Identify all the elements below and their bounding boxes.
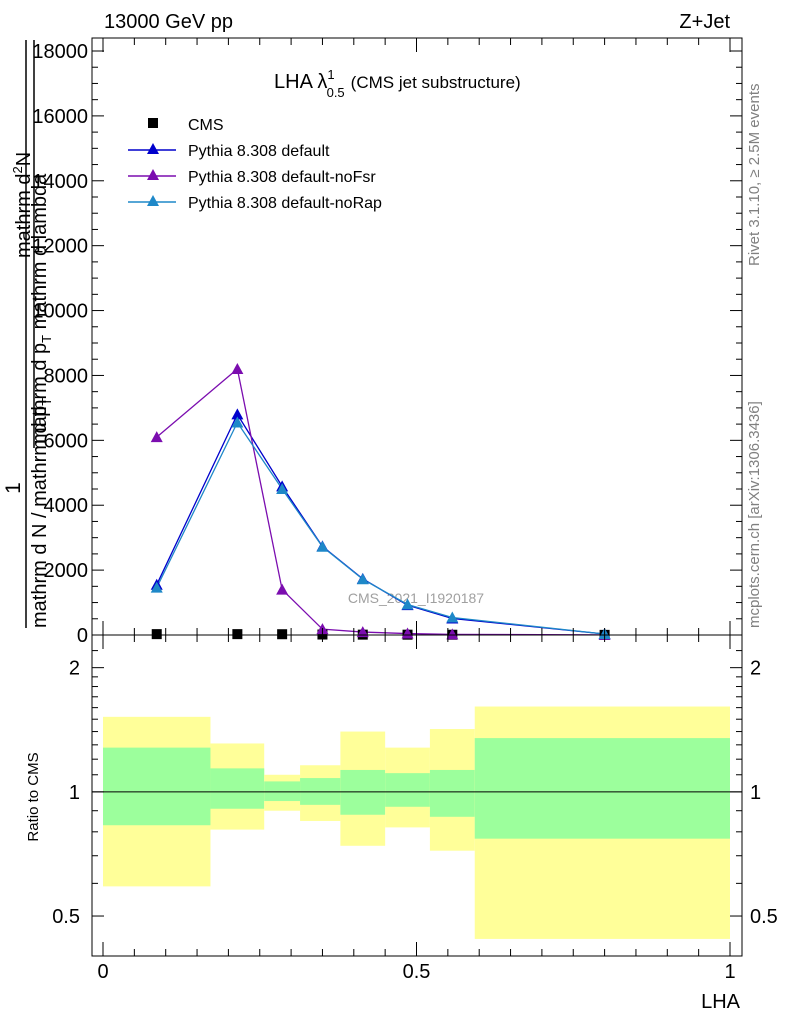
series-3-point-6 (446, 611, 459, 623)
legend-entry-norap: Pythia 8.308 default-noRap (128, 195, 382, 212)
main-ytick-label-6: 12000 (32, 236, 88, 258)
ratio-stat-band-0 (103, 747, 211, 826)
ratio-stat-band-5 (385, 773, 430, 807)
x-tick-label-0: 0 (97, 961, 108, 983)
series-2-point-0 (150, 431, 163, 443)
ratio-ytick-label-right-2: 2 (750, 658, 761, 680)
x-axis-label: LHA (701, 991, 741, 1013)
ylabel-denominator: mathrm d pT mathrm d lambda (29, 173, 54, 444)
x-tick-label-2: 1 (724, 961, 735, 983)
series-line-3 (156, 421, 605, 635)
ratio-stat-band-1 (210, 768, 265, 809)
legend-label-nofsr: Pythia 8.308 default-noFsr (188, 169, 376, 186)
legend-marker-square (148, 118, 158, 128)
legend-label-norap: Pythia 8.308 default-noRap (188, 195, 382, 212)
main-ytick-label-1: 2000 (44, 560, 89, 582)
main-ytick-label-7: 14000 (32, 171, 88, 193)
ratio-ylabel: Ratio to CMS (25, 752, 42, 841)
main-ytick-label-0: 0 (77, 625, 88, 647)
series-3-point-4 (356, 573, 369, 585)
main-ytick-label-3: 6000 (44, 430, 89, 452)
ratio-ytick-label-2: 2 (69, 658, 80, 680)
ratio-stat-band-2 (264, 781, 301, 802)
axes-layer: 0 2000 4000 6000 8000 10000 12000 14000 16000 180… (32, 37, 778, 983)
cms-point-1 (232, 629, 243, 640)
series-3-point-3 (316, 540, 329, 552)
rivet-label: Rivet 3.1.10, ≥ 2.5M events (746, 84, 763, 267)
analysis-watermark: CMS_2021_I1920187 (348, 590, 484, 606)
series-3-point-0 (150, 581, 163, 593)
series-1-point-1 (231, 408, 244, 420)
cms-point-0 (151, 629, 162, 640)
main-ytick-label-5: 10000 (32, 301, 88, 323)
cms-point-2 (277, 629, 288, 640)
ratio-ytick-label-0: 0.5 (52, 906, 80, 928)
ratio-stat-band-6 (429, 769, 475, 817)
ratio-stat-band-7 (474, 738, 730, 839)
series-line-2 (156, 367, 605, 636)
ratio-ytick-label-right-1: 1 (750, 782, 761, 804)
main-ytick-label-4: 8000 (44, 365, 89, 387)
legend-entry-default: Pythia 8.308 default (128, 143, 330, 160)
ylabel-one: 1 (2, 482, 25, 494)
legend-label-default: Pythia 8.308 default (188, 143, 330, 160)
main-ytick-label-2: 4000 (44, 495, 89, 517)
legend: CMS Pythia 8.308 default Pythia 8.308 de… (128, 117, 382, 212)
header-process: 13000 GeV pp (104, 11, 233, 33)
header-final-state: Z+Jet (679, 11, 730, 33)
ylabel-numerator: mathrm d2N (10, 152, 35, 258)
legend-marker-norap (147, 195, 159, 206)
ratio-stat-band-4 (340, 769, 386, 815)
series-3-point-5 (401, 598, 414, 610)
main-ytick-label-9: 18000 (32, 41, 88, 63)
ratio-ytick-label-1: 1 (69, 782, 80, 804)
series-2-point-4 (356, 626, 369, 638)
mcplots-label: mcplots.cern.ch [arXiv:1306.3436] (746, 401, 763, 628)
legend-entry-cms: CMS (148, 117, 224, 134)
legend-marker-nofsr (147, 169, 159, 180)
legend-entry-nofsr: Pythia 8.308 default-noFsr (128, 169, 376, 186)
ratio-ytick-label-right-0: 0.5 (750, 906, 778, 928)
series-2-point-5 (401, 627, 414, 639)
series-2-point-1 (231, 362, 244, 374)
ratio-bands (103, 706, 730, 939)
main-ytick-label-8: 16000 (32, 106, 88, 128)
series-3-point-1 (231, 416, 244, 428)
series-2-point-6 (446, 628, 459, 640)
ylabel-dndpt: mathrm d N / mathrm d pT (29, 398, 54, 628)
x-tick-label-1: 0.5 (403, 961, 431, 983)
plot-title: LHA λ1 0.5(CMS jet substructure) (274, 67, 521, 100)
legend-label-cms: CMS (188, 117, 224, 134)
series-3-point-2 (276, 483, 289, 494)
series-2-point-2 (276, 583, 289, 595)
main-ylabel: 1 mathrm d N / mathrm d pT mathrm d2N ma… (2, 40, 54, 628)
legend-marker-default (147, 143, 159, 154)
